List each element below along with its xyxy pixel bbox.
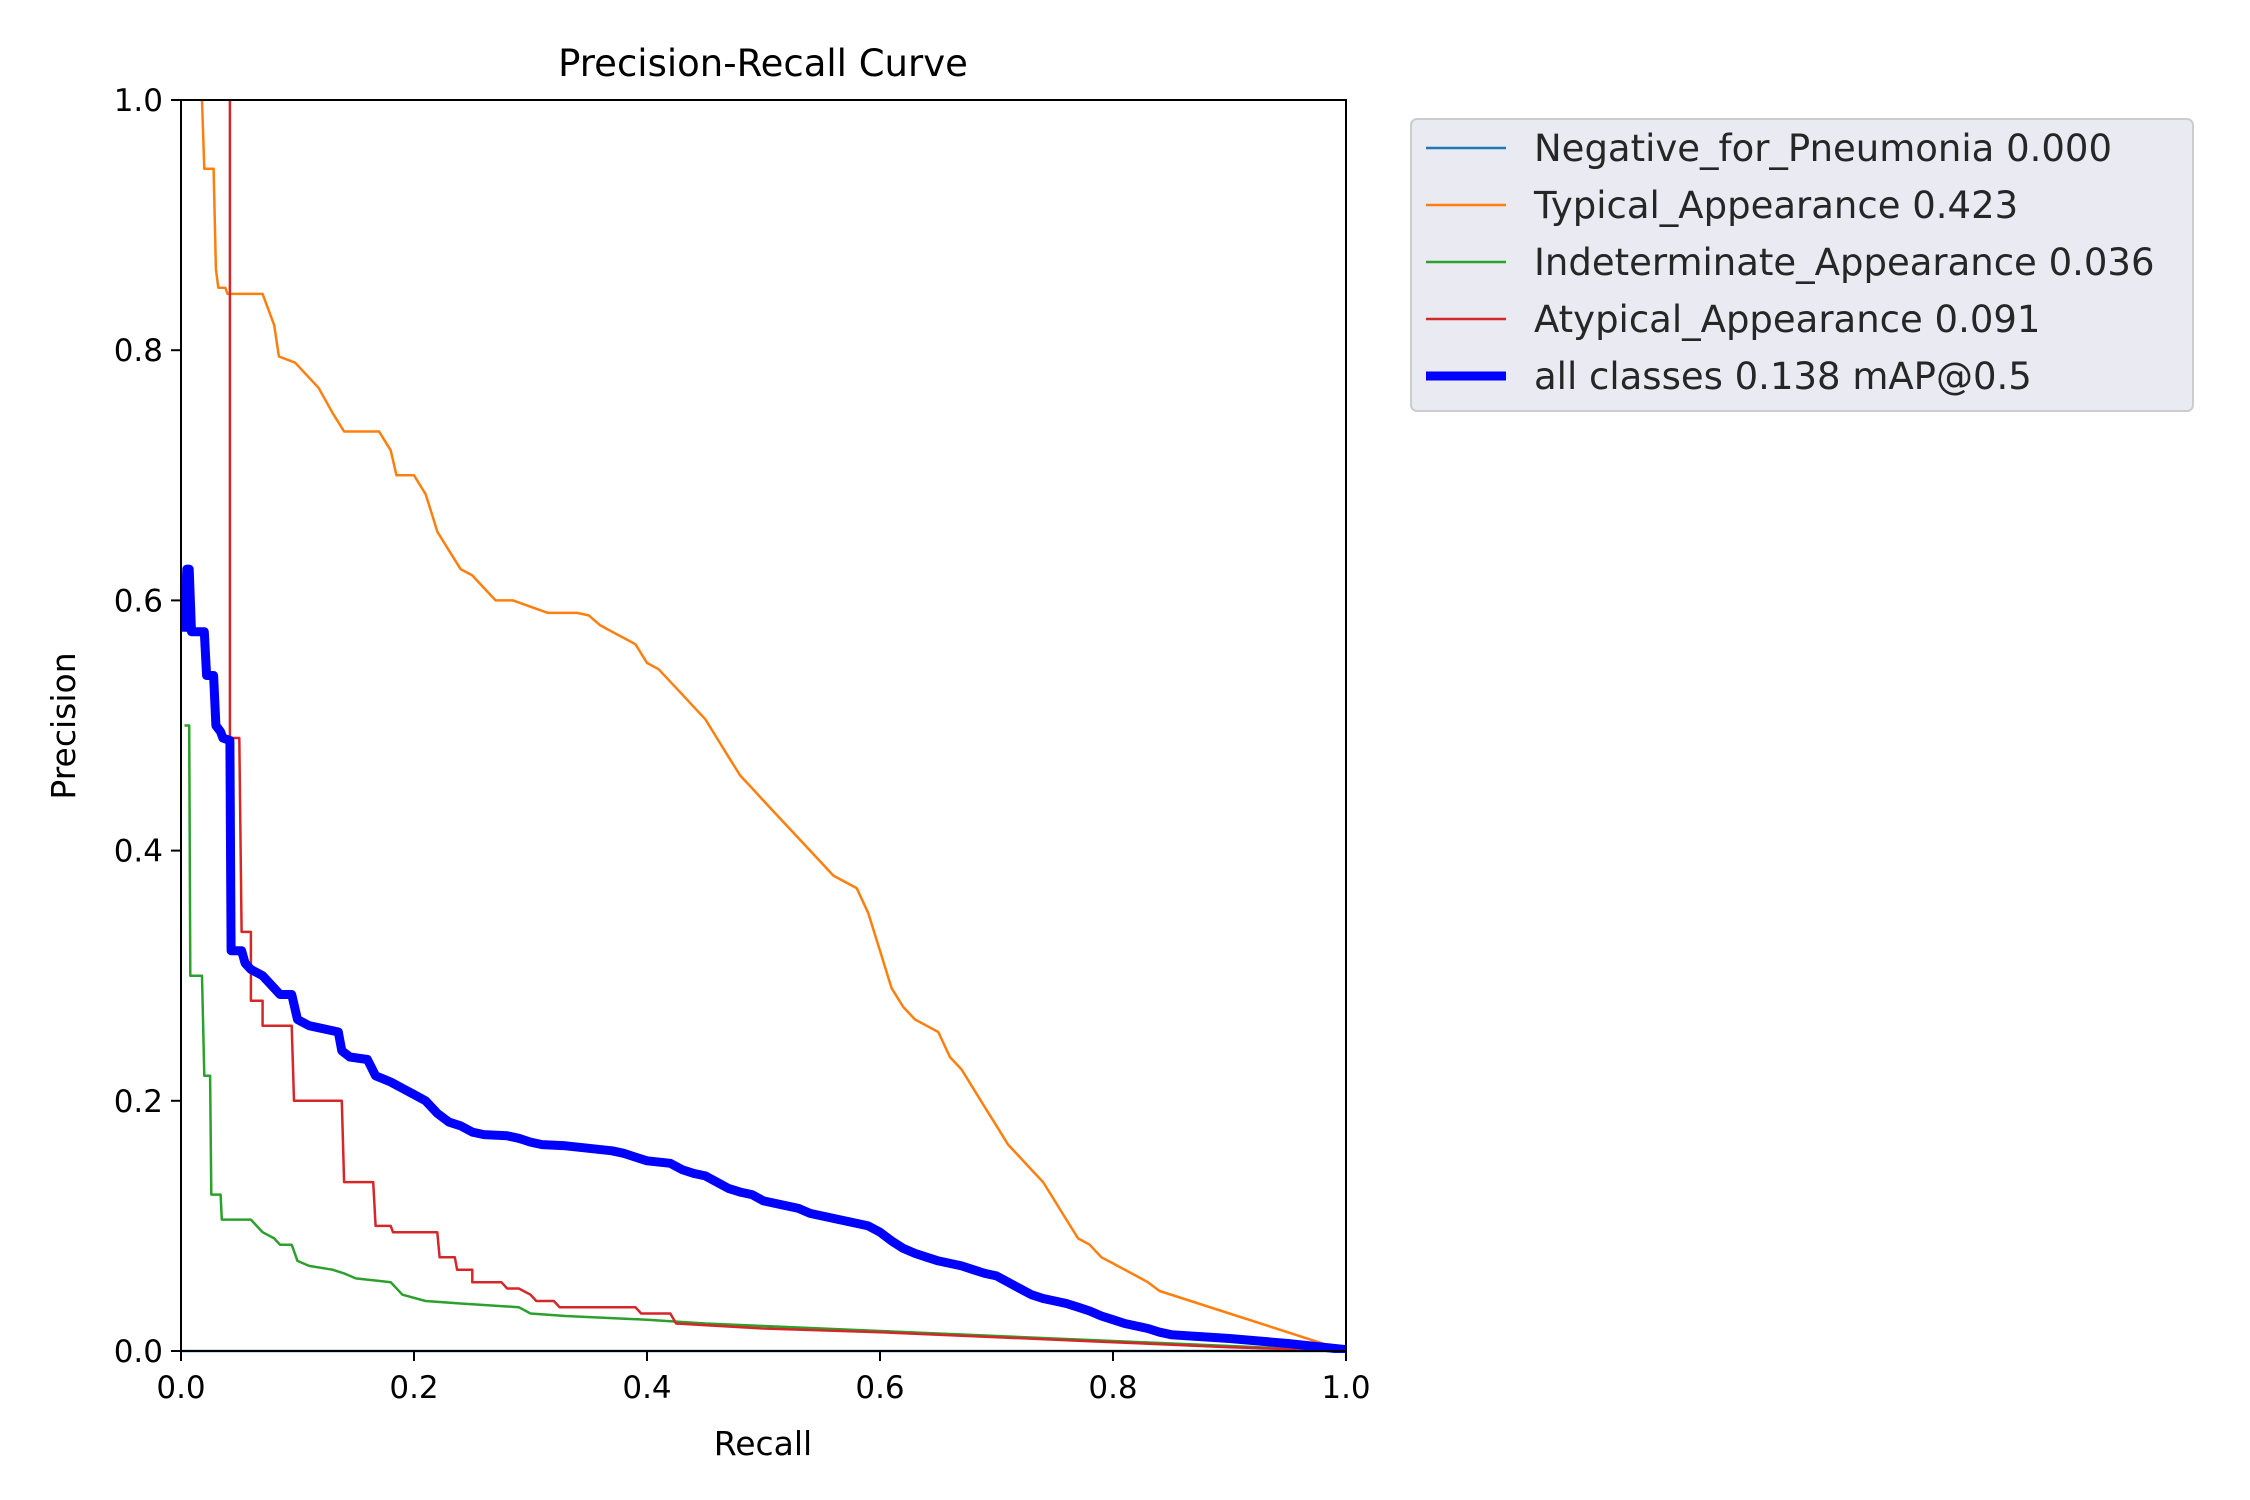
x-tick-label: 0.8 — [1088, 1370, 1137, 1406]
legend-label: all classes 0.138 mAP@0.5 — [1534, 355, 2032, 398]
x-tick-label: 0.4 — [622, 1370, 671, 1406]
series-line-2 — [184, 724, 1346, 1353]
chart-title: Precision-Recall Curve — [558, 42, 968, 85]
y-axis: 0.0 0.2 0.4 0.6 0.8 1.0 — [114, 83, 181, 1370]
series-line-4 — [181, 564, 1346, 1353]
x-tick-label: 0.2 — [389, 1370, 438, 1406]
y-tick-label: 1.0 — [114, 83, 163, 119]
series-layer — [181, 99, 1346, 1353]
legend: Negative_for_Pneumonia 0.000 Typical_Appe… — [1410, 118, 2194, 412]
plot-frame — [180, 99, 1347, 1352]
series-line-1 — [200, 99, 1346, 1353]
x-tick-label: 1.0 — [1321, 1370, 1370, 1406]
x-tick-label: 0.6 — [855, 1370, 904, 1406]
y-tick-label: 0.0 — [114, 1334, 163, 1370]
legend-box — [1410, 118, 2194, 412]
y-tick-label: 0.6 — [114, 583, 163, 619]
y-axis-label: Precision — [44, 652, 83, 799]
series-line-3 — [228, 100, 1346, 1353]
legend-label: Atypical_Appearance 0.091 — [1534, 298, 2040, 341]
x-axis: 0.0 0.2 0.4 0.6 0.8 1.0 — [156, 1351, 1371, 1406]
y-tick-label: 0.4 — [114, 834, 163, 870]
legend-label: Negative_for_Pneumonia 0.000 — [1534, 127, 2112, 170]
x-axis-label: Recall — [714, 1424, 812, 1463]
y-tick-label: 0.2 — [114, 1084, 163, 1120]
legend-label: Typical_Appearance 0.423 — [1533, 184, 2018, 227]
legend-label: Indeterminate_Appearance 0.036 — [1534, 241, 2155, 284]
x-tick-label: 0.0 — [156, 1370, 205, 1406]
y-tick-label: 0.8 — [114, 333, 163, 369]
